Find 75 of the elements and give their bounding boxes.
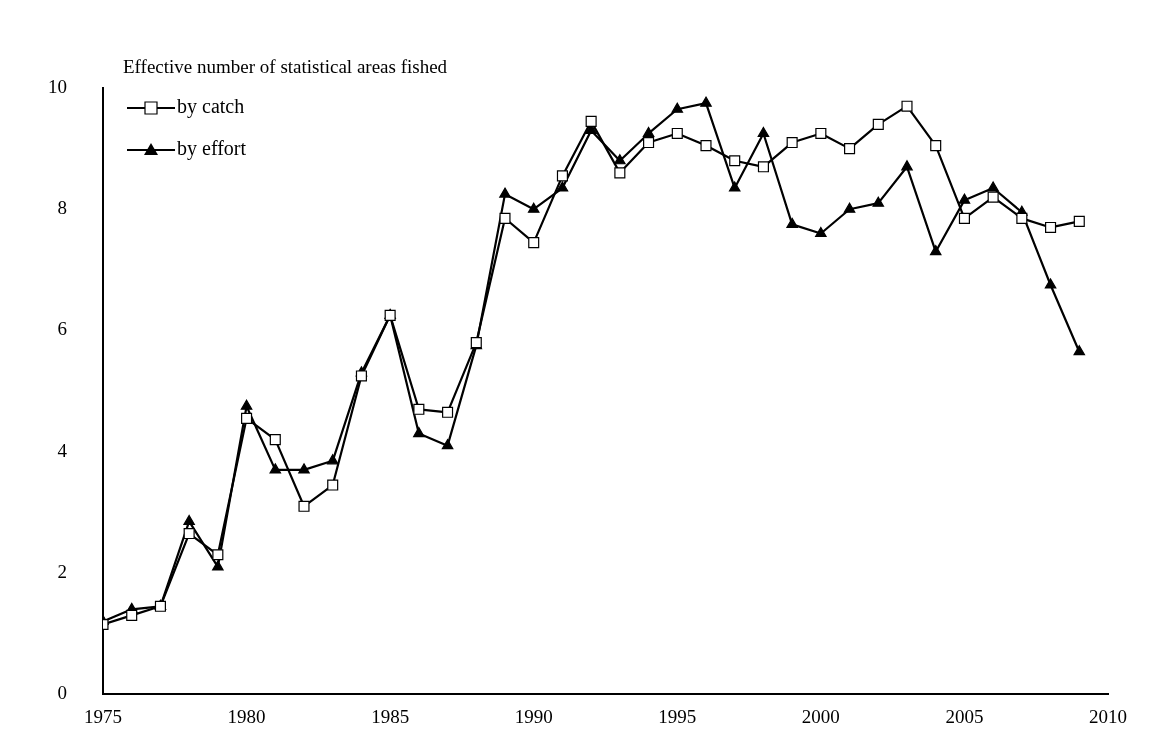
legend-label: by catch bbox=[177, 95, 245, 119]
point bbox=[269, 434, 281, 446]
point bbox=[1073, 215, 1085, 227]
point bbox=[700, 140, 712, 152]
point bbox=[872, 118, 884, 130]
y-tick-label: 10 bbox=[48, 75, 67, 97]
x-tick-label: 2010 bbox=[1089, 705, 1127, 727]
x-tick-label: 1990 bbox=[514, 705, 553, 727]
point bbox=[786, 217, 798, 228]
point bbox=[757, 126, 770, 138]
point bbox=[642, 126, 655, 138]
point bbox=[930, 140, 942, 152]
point bbox=[355, 370, 367, 382]
point bbox=[671, 127, 683, 140]
point bbox=[729, 155, 741, 167]
point bbox=[441, 439, 454, 450]
x-tick-label: 1985 bbox=[371, 705, 410, 727]
point bbox=[728, 181, 741, 192]
point bbox=[987, 181, 999, 192]
point bbox=[1044, 278, 1057, 289]
point bbox=[241, 412, 253, 424]
point bbox=[958, 193, 971, 204]
legend-label: by effort bbox=[177, 137, 247, 161]
y-tick-label: 6 bbox=[57, 318, 67, 340]
x-tick-label: 1995 bbox=[658, 705, 697, 727]
point bbox=[844, 143, 856, 155]
point bbox=[326, 454, 339, 465]
point bbox=[528, 237, 540, 249]
point bbox=[671, 102, 684, 113]
x-tick-label: 2000 bbox=[801, 705, 840, 727]
point bbox=[298, 500, 310, 512]
y-tick-label: 0 bbox=[57, 682, 67, 704]
point bbox=[929, 245, 942, 256]
point bbox=[901, 100, 913, 112]
point bbox=[872, 196, 885, 207]
point bbox=[1073, 345, 1086, 356]
point bbox=[643, 137, 655, 149]
point bbox=[183, 528, 195, 540]
point bbox=[958, 212, 970, 224]
point bbox=[987, 191, 999, 203]
point bbox=[585, 115, 597, 127]
point bbox=[442, 406, 454, 418]
point bbox=[556, 181, 569, 192]
point bbox=[413, 403, 425, 415]
point bbox=[1016, 212, 1028, 224]
chart-title: Effective number of statistical areas fished bbox=[123, 56, 448, 77]
point bbox=[298, 463, 310, 474]
point bbox=[126, 609, 138, 621]
point bbox=[212, 560, 224, 571]
point bbox=[527, 202, 540, 213]
point bbox=[614, 167, 626, 179]
point bbox=[413, 426, 425, 438]
point bbox=[786, 137, 798, 149]
point bbox=[240, 399, 253, 410]
y-tick-label: 8 bbox=[57, 197, 67, 219]
y-tick-label: 4 bbox=[57, 439, 68, 461]
x-tick-label: 1980 bbox=[227, 705, 266, 727]
point bbox=[757, 161, 769, 173]
point bbox=[815, 127, 827, 140]
x-tick-label: 1975 bbox=[84, 705, 122, 727]
point bbox=[327, 479, 339, 491]
x-tick-label: 2005 bbox=[945, 705, 984, 727]
point bbox=[815, 226, 827, 238]
point bbox=[1045, 221, 1057, 233]
point bbox=[499, 187, 511, 198]
point bbox=[212, 549, 224, 561]
point bbox=[269, 463, 282, 474]
point bbox=[614, 154, 626, 165]
point bbox=[700, 96, 712, 107]
point bbox=[901, 160, 913, 171]
point bbox=[183, 514, 195, 526]
point bbox=[843, 202, 856, 213]
point bbox=[556, 170, 568, 182]
y-tick-label: 2 bbox=[57, 560, 67, 582]
point bbox=[499, 212, 511, 224]
